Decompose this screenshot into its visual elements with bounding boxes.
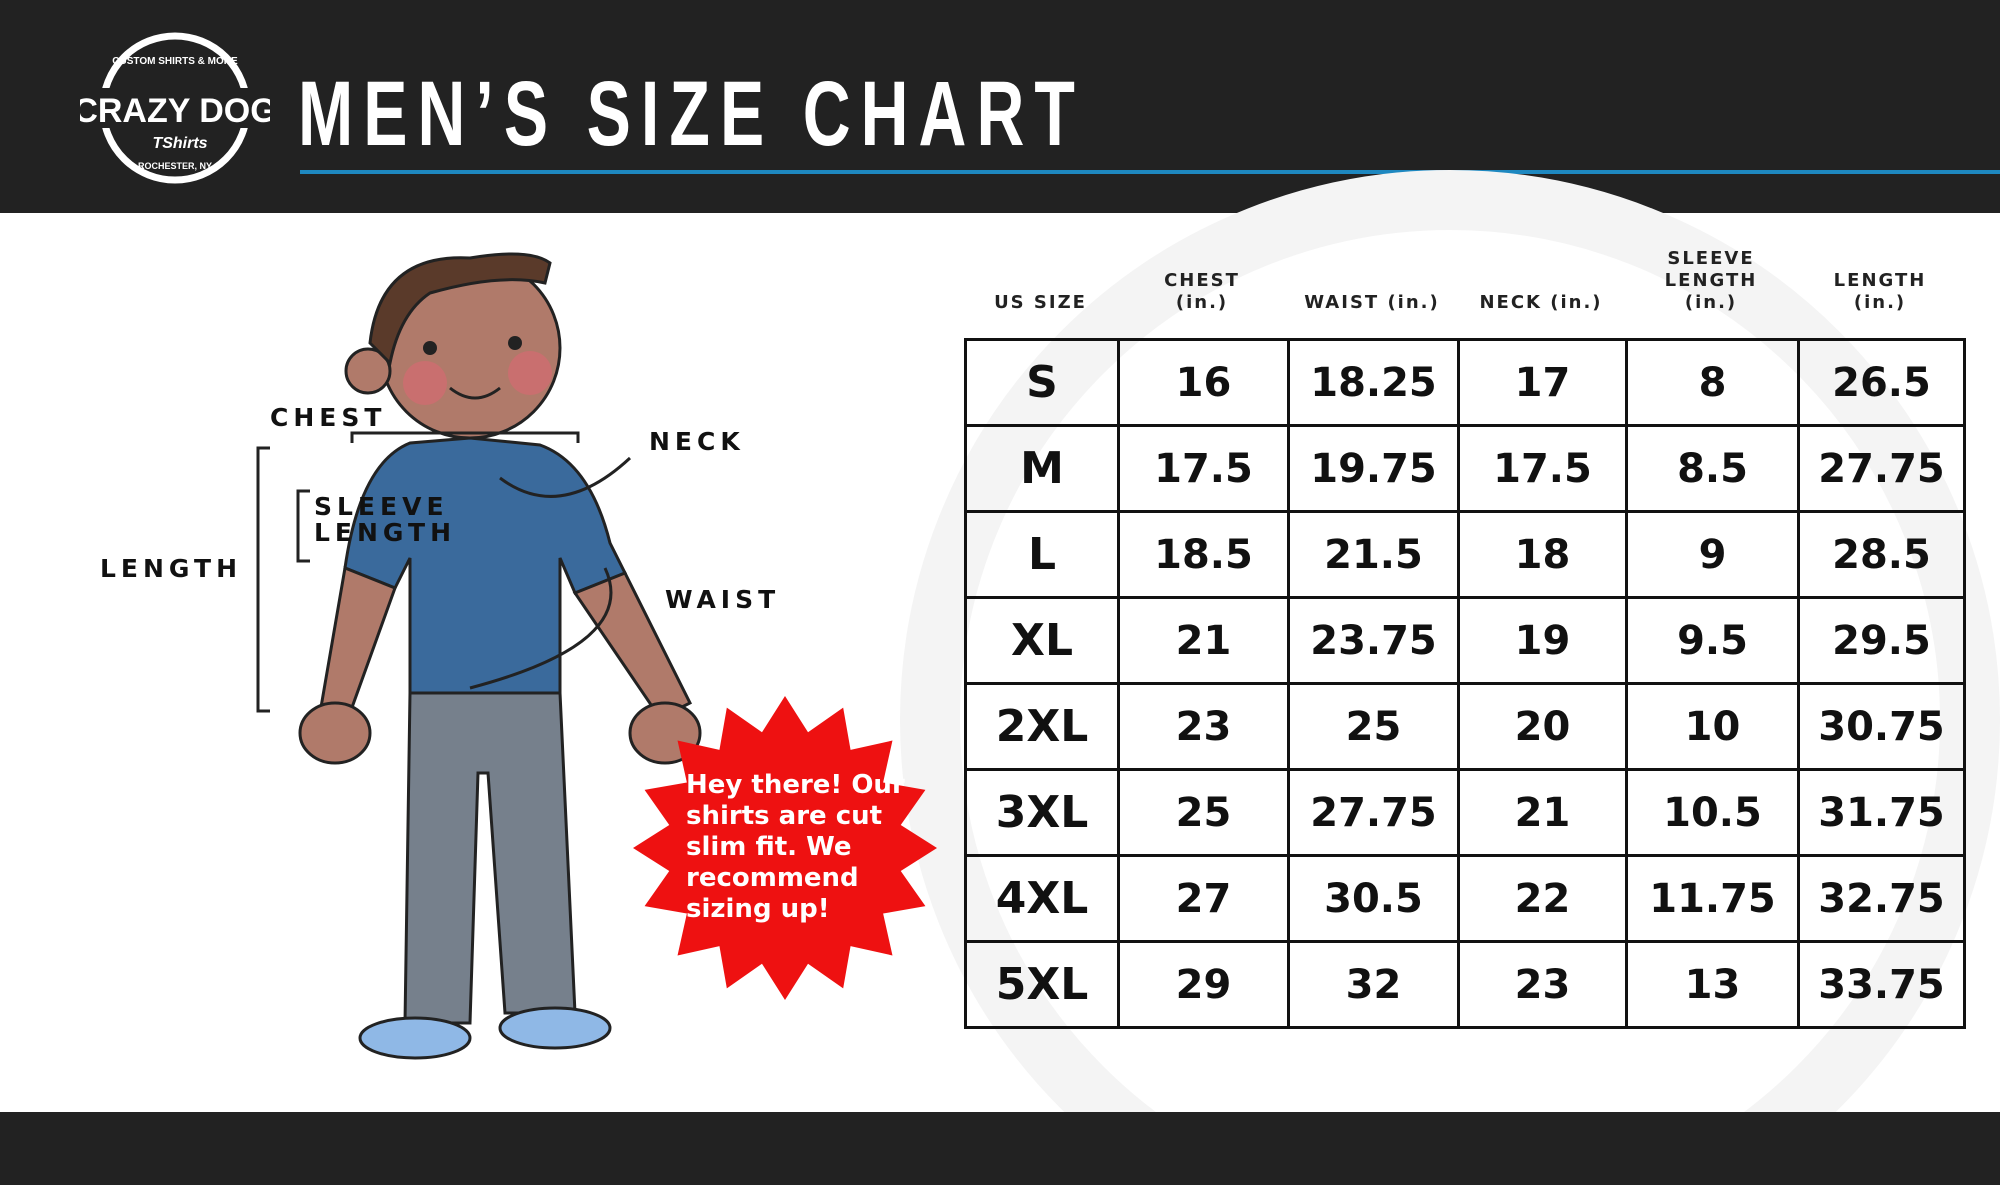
footer-bar — [0, 1112, 2000, 1185]
table-row: XL 21 23.75 19 9.5 29.5 — [964, 596, 1966, 685]
column-header: CHEST (in.) — [1164, 270, 1240, 313]
measurement-cell: 32.75 — [1797, 854, 1966, 943]
measurement-cell: 17.5 — [1457, 424, 1628, 513]
measurement-cell: 31.75 — [1797, 768, 1966, 857]
measurement-cell: 27 — [1117, 854, 1290, 943]
svg-text:CUSTOM SHIRTS & MORE: CUSTOM SHIRTS & MORE — [112, 56, 238, 67]
measurement-cell: 18 — [1457, 510, 1628, 599]
measurement-cell: 18.5 — [1117, 510, 1290, 599]
measurement-cell: 25 — [1287, 682, 1460, 771]
measurement-cell: 32 — [1287, 940, 1460, 1029]
size-cell: 5XL — [964, 940, 1120, 1029]
chest-label: CHEST — [270, 403, 387, 432]
size-cell: 3XL — [964, 768, 1120, 857]
table-row: 3XL 25 27.75 21 10.5 31.75 — [964, 768, 1966, 857]
table-row: 5XL 29 32 23 13 33.75 — [964, 940, 1966, 1029]
measurement-cell: 29.5 — [1797, 596, 1966, 685]
table-row: M 17.5 19.75 17.5 8.5 27.75 — [964, 424, 1966, 513]
svg-text:TShirts: TShirts — [152, 135, 207, 152]
measurement-cell: 33.75 — [1797, 940, 1966, 1029]
neck-label: NECK — [649, 427, 745, 456]
measurement-cell: 13 — [1625, 940, 1800, 1029]
measurement-cell: 23 — [1117, 682, 1290, 771]
table-row: 4XL 27 30.5 22 11.75 32.75 — [964, 854, 1966, 943]
boy-illustration — [256, 252, 937, 1060]
size-cell: M — [964, 424, 1120, 513]
measurement-cell: 21 — [1117, 596, 1290, 685]
size-cell: 2XL — [964, 682, 1120, 771]
measurement-cell: 17.5 — [1117, 424, 1290, 513]
crazy-dog-logo: CUSTOM SHIRTS & MORE CRAZY DOG TShirts R… — [80, 32, 270, 184]
measurement-cell: 22 — [1457, 854, 1628, 943]
waist-label: WAIST — [665, 585, 781, 614]
measurement-cell: 11.75 — [1625, 854, 1800, 943]
measurement-cell: 21 — [1457, 768, 1628, 857]
measurement-cell: 20 — [1457, 682, 1628, 771]
slim-fit-callout: Hey there! Our shirts are cut slim fit. … — [686, 770, 905, 924]
size-cell: XL — [964, 596, 1120, 685]
table-row: S 16 18.25 17 8 26.5 — [964, 338, 1966, 427]
measurement-cell: 16 — [1117, 338, 1290, 427]
size-cell: S — [964, 338, 1120, 427]
measurement-cell: 10 — [1625, 682, 1800, 771]
measurement-cell: 10.5 — [1625, 768, 1800, 857]
svg-text:ROCHESTER, NY: ROCHESTER, NY — [138, 161, 212, 171]
sleeve-length-label: SLEEVE LENGTH — [314, 492, 456, 547]
measurement-cell: 26.5 — [1797, 338, 1966, 427]
svg-text:CRAZY DOG: CRAZY DOG — [80, 92, 270, 130]
measurement-cell: 25 — [1117, 768, 1290, 857]
column-header: LENGTH (in.) — [1833, 270, 1927, 313]
measurement-cell: 9.5 — [1625, 596, 1800, 685]
length-label: LENGTH — [100, 554, 242, 583]
measurement-cell: 9 — [1625, 510, 1800, 599]
measurement-cell: 17 — [1457, 338, 1628, 427]
measurement-cell: 27.75 — [1287, 768, 1460, 857]
measurement-cell: 29 — [1117, 940, 1290, 1029]
measurement-cell: 8.5 — [1625, 424, 1800, 513]
measurement-cell: 23 — [1457, 940, 1628, 1029]
measurement-cell: 27.75 — [1797, 424, 1966, 513]
measurement-cell: 18.25 — [1287, 338, 1460, 427]
measurement-cell: 23.75 — [1287, 596, 1460, 685]
measurement-cell: 21.5 — [1287, 510, 1460, 599]
measurement-cell: 19.75 — [1287, 424, 1460, 513]
accent-rule — [300, 170, 2000, 174]
measurement-cell: 30.5 — [1287, 854, 1460, 943]
size-table: S 16 18.25 17 8 26.5 M 17.5 19.75 17.5 8.5 27.75 L 18… — [964, 338, 1966, 1029]
measurement-cell: 28.5 — [1797, 510, 1966, 599]
starburst-badge — [633, 696, 937, 1000]
column-header: US SIZE — [994, 292, 1087, 313]
measurement-cell: 8 — [1625, 338, 1800, 427]
measurement-cell: 19 — [1457, 596, 1628, 685]
column-header: WAIST (in.) — [1304, 292, 1440, 313]
page-title: MEN’S SIZE CHART — [298, 63, 1085, 165]
size-cell: L — [964, 510, 1120, 599]
measurement-cell: 30.75 — [1797, 682, 1966, 771]
table-row: L 18.5 21.5 18 9 28.5 — [964, 510, 1966, 599]
column-header: SLEEVE LENGTH (in.) — [1664, 248, 1758, 313]
column-header: NECK (in.) — [1479, 292, 1603, 313]
table-row: 2XL 23 25 20 10 30.75 — [964, 682, 1966, 771]
size-cell: 4XL — [964, 854, 1120, 943]
